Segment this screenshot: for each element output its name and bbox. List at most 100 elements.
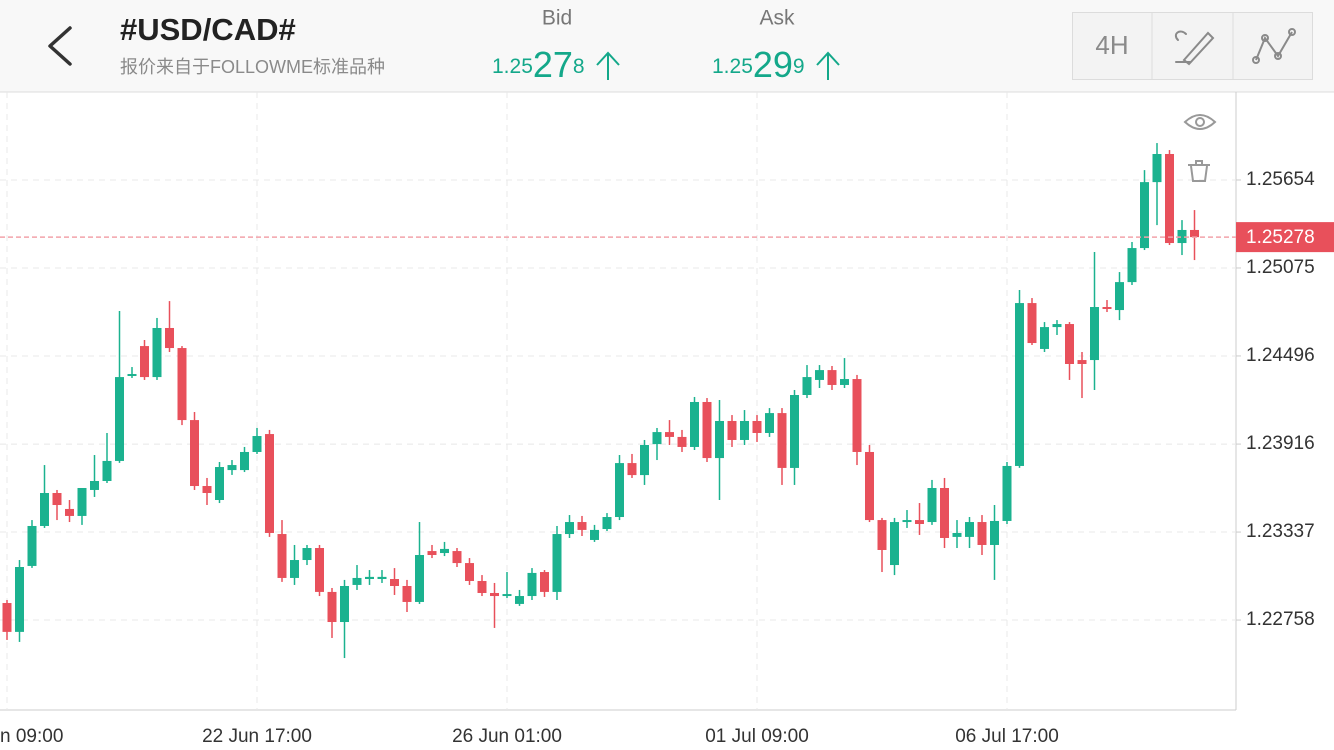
bid-price: 1.25278 (492, 44, 585, 85)
candle-body (465, 563, 474, 581)
candle-body (127, 374, 137, 377)
candle-body (702, 401, 712, 459)
candle-body (602, 517, 612, 530)
candle-body (752, 420, 762, 433)
candle-body (827, 370, 837, 385)
candle-body (202, 486, 212, 494)
candle-body (140, 346, 149, 378)
candle-body (665, 432, 674, 437)
draw-icon (1174, 30, 1187, 41)
draw-tool-button[interactable] (1174, 30, 1215, 66)
candle-body (152, 327, 162, 378)
candle-body (552, 534, 562, 592)
indicator-icon (1274, 52, 1282, 60)
bid-part: 1.25 (492, 55, 533, 78)
candle-body (90, 481, 99, 490)
y-tick-label: 1.23337 (1246, 521, 1315, 542)
x-tick-label: n 09:00 (0, 726, 63, 747)
candle-body (352, 577, 362, 585)
candle-body (527, 572, 537, 597)
candle-body (1040, 327, 1049, 349)
candle-body (1102, 307, 1112, 309)
candle-body (790, 394, 799, 468)
candle-body (627, 463, 637, 476)
candle-body (252, 436, 262, 452)
candle-body (765, 413, 774, 433)
candle-body (590, 529, 599, 540)
candle-body (502, 594, 512, 597)
candle-body (1127, 248, 1137, 283)
candle-body (777, 413, 787, 468)
candle-body (515, 596, 524, 604)
candle-body (40, 493, 49, 526)
y-tick-label: 1.22758 (1246, 609, 1315, 630)
candle-body (477, 580, 487, 593)
candle-body (1077, 360, 1087, 364)
candle-body (802, 377, 812, 395)
candle-body (452, 551, 462, 564)
candle-body (1027, 303, 1037, 344)
indicator-icon (1255, 31, 1293, 61)
candle-body (1090, 307, 1099, 361)
candle-body (865, 451, 874, 521)
candle-body (402, 586, 412, 602)
ask-label: Ask (759, 7, 795, 30)
candle-body (27, 525, 37, 566)
candle-body (815, 370, 824, 380)
candle-body (1065, 324, 1074, 364)
candle-body (415, 555, 424, 602)
candle-body (677, 436, 687, 447)
quote-source: 报价来自于FOLLOWME标准品种 (120, 57, 385, 77)
candle-body (290, 560, 299, 578)
candle-body (440, 548, 449, 554)
candle-body (890, 522, 899, 566)
ask-part: 1.25 (712, 55, 753, 78)
candle-body (927, 487, 937, 523)
candle-body (240, 451, 249, 471)
timeframe-button[interactable]: 4H (1095, 30, 1128, 60)
candle-body (102, 460, 112, 482)
x-tick-label: 26 Jun 01:00 (452, 726, 562, 747)
last-price-tag (1236, 222, 1334, 253)
candle-body (277, 534, 287, 578)
candle-body (952, 532, 962, 537)
candle-body (1165, 153, 1174, 244)
candle-body (302, 548, 312, 561)
x-tick-label: 22 Jun 17:00 (202, 726, 312, 747)
candle-body (715, 420, 724, 459)
ask-up-arrow (816, 51, 840, 80)
candle-body (940, 487, 949, 538)
candle-body (577, 522, 587, 530)
y-tick-label: 1.23916 (1246, 433, 1315, 454)
candle-body (965, 522, 974, 537)
indicator-icon (1261, 34, 1269, 42)
candle-body (2, 603, 12, 632)
candle-body (365, 576, 374, 580)
ask-price: 1.25299 (712, 44, 805, 85)
y-tick-label: 1.25075 (1246, 257, 1315, 278)
back-button[interactable] (48, 26, 72, 66)
delete-button[interactable] (1188, 160, 1210, 182)
candle-body (390, 579, 399, 587)
candle-body (652, 432, 662, 445)
x-tick-label: 06 Jul 17:00 (955, 726, 1059, 747)
candle-body (52, 493, 62, 506)
eye-button[interactable] (1183, 114, 1217, 130)
candle-body (15, 567, 24, 632)
candle-body (902, 520, 912, 523)
y-tick-label: 1.25654 (1246, 169, 1315, 190)
bid-up-arrow (596, 51, 620, 80)
candle-body (1177, 229, 1187, 244)
candle-body (327, 591, 337, 623)
bid-part: 27 (533, 44, 573, 85)
y-tick-label: 1.24496 (1246, 345, 1315, 366)
candle-body (65, 508, 74, 516)
candle-body (315, 548, 324, 592)
eye-icon (1195, 117, 1205, 127)
indicator-icon (1252, 56, 1260, 64)
candle-body (340, 586, 349, 623)
indicator-button[interactable] (1252, 28, 1296, 64)
candle-body (1002, 465, 1012, 521)
candle-body (1115, 282, 1124, 311)
